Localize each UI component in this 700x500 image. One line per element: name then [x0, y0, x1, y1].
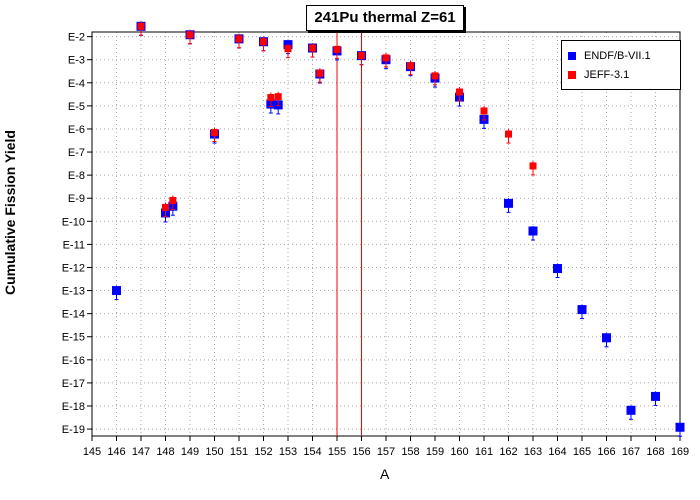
data-point-jeff	[162, 203, 169, 211]
y-tick-label: E-4	[68, 78, 85, 90]
data-point-endf	[504, 198, 513, 208]
data-point-jeff	[274, 93, 282, 101]
data-point-jeff	[137, 22, 145, 30]
data-point-endf	[553, 264, 562, 274]
x-tick-label: 154	[303, 446, 321, 458]
data-point-jeff	[382, 54, 390, 62]
data-point-jeff	[456, 88, 463, 96]
x-tick-label: 162	[499, 446, 517, 458]
x-tick-label: 156	[352, 446, 370, 458]
x-tick-label: 168	[646, 446, 664, 458]
data-point-endf	[675, 422, 685, 432]
data-point-endf	[528, 226, 538, 236]
y-tick-label: E-12	[62, 262, 85, 274]
y-tick-label: E-7	[68, 147, 85, 159]
y-tick-label: E-17	[62, 378, 85, 390]
y-tick-label: E-2	[68, 32, 85, 44]
data-point-endf	[112, 286, 121, 296]
data-point-endf	[626, 405, 636, 415]
x-tick-label: 160	[450, 446, 468, 458]
x-tick-label: 145	[83, 446, 101, 458]
x-tick-label: 153	[279, 446, 297, 458]
legend-swatch-endf	[568, 52, 576, 60]
data-point-endf	[651, 391, 660, 401]
legend-entry-endf: ENDF/B-VII.1	[568, 49, 651, 63]
y-tick-label: E-8	[68, 170, 85, 182]
legend-label-endf: ENDF/B-VII.1	[584, 50, 651, 62]
data-point-endf	[577, 305, 587, 315]
legend-entry-jeff: JEFF-3.1	[568, 68, 629, 82]
legend-label-jeff: JEFF-3.1	[584, 69, 630, 81]
x-tick-label: 150	[205, 446, 223, 458]
x-tick-label: 165	[573, 446, 591, 458]
data-point-jeff	[260, 38, 267, 46]
y-tick-label: E-6	[68, 124, 85, 136]
x-tick-label: 155	[328, 446, 346, 458]
y-tick-label: E-9	[68, 193, 85, 205]
data-point-jeff	[309, 44, 316, 52]
y-tick-label: E-14	[62, 309, 85, 321]
data-point-jeff	[358, 52, 365, 60]
data-point-jeff	[186, 31, 194, 39]
data-point-jeff	[316, 69, 324, 77]
data-point-jeff	[333, 45, 341, 53]
y-tick-label: E-16	[62, 355, 85, 367]
data-point-jeff	[529, 162, 537, 170]
legend-swatch-jeff	[568, 71, 576, 79]
y-tick-label: E-19	[62, 424, 85, 436]
x-tick-label: 164	[548, 446, 566, 458]
legend: ENDF/B-VII.1 JEFF-3.1	[561, 40, 681, 90]
data-point-jeff	[211, 129, 218, 137]
x-tick-label: 159	[426, 446, 444, 458]
y-tick-label: E-10	[62, 216, 85, 228]
data-point-jeff	[235, 35, 243, 43]
data-point-jeff	[505, 130, 512, 138]
chart-title: 241Pu thermal Z=61	[306, 5, 464, 31]
x-tick-label: 157	[377, 446, 395, 458]
y-tick-label: E-18	[62, 401, 85, 413]
x-tick-label: 163	[524, 446, 542, 458]
x-tick-label: 148	[156, 446, 174, 458]
y-tick-label: E-11	[63, 239, 85, 251]
data-point-jeff	[267, 94, 275, 102]
x-tick-label: 152	[254, 446, 272, 458]
y-tick-label: E-15	[62, 332, 85, 344]
data-point-jeff	[169, 196, 177, 204]
data-point-jeff	[284, 45, 292, 53]
x-tick-label: 169	[671, 446, 689, 458]
x-tick-label: 146	[107, 446, 125, 458]
x-tick-label: 167	[622, 446, 640, 458]
y-axis-label: Cumulative Fission Yield	[2, 130, 18, 295]
data-point-jeff	[480, 107, 488, 115]
x-tick-label: 149	[181, 446, 199, 458]
x-tick-label: 158	[401, 446, 419, 458]
y-tick-label: E-13	[62, 286, 85, 298]
x-axis-label: A	[380, 466, 390, 482]
x-tick-label: 151	[230, 446, 248, 458]
y-tick-label: E-5	[68, 101, 85, 113]
x-tick-label: 147	[132, 446, 150, 458]
data-point-jeff	[407, 62, 414, 70]
data-point-jeff	[431, 72, 439, 80]
y-tick-label: E-3	[68, 55, 85, 67]
x-tick-label: 161	[475, 446, 493, 458]
x-tick-label: 166	[597, 446, 615, 458]
data-point-endf	[602, 333, 611, 343]
